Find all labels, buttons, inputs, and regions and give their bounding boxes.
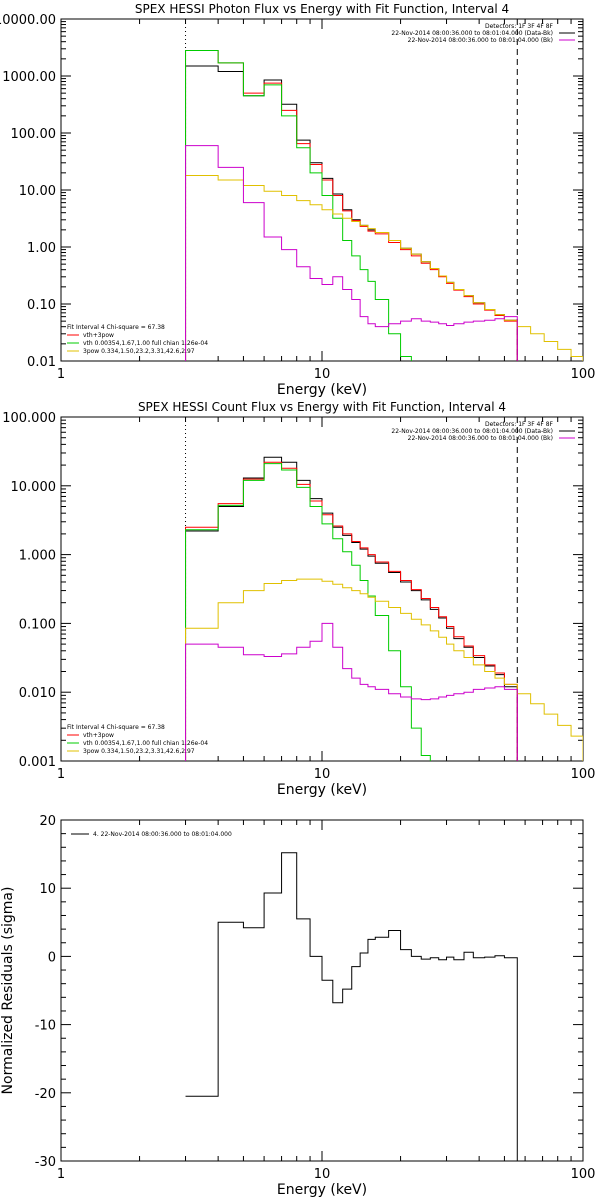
count-chart: SPEX HESSI Count Flux vs Energy with Fit… bbox=[2, 400, 595, 798]
count-xtick-label: 100 bbox=[571, 767, 596, 782]
count-ytick-label: 0.100 bbox=[19, 617, 56, 632]
count-ytick-label: 0.010 bbox=[19, 686, 56, 701]
residual-ytick-label: 0 bbox=[48, 950, 56, 965]
photon-ytick-label: 100.00 bbox=[11, 127, 57, 142]
photon-legend-tr-text: 22-Nov-2014 08:00:36.000 to 08:01:04.000… bbox=[391, 30, 553, 37]
residual-xtick-label: 10 bbox=[314, 1167, 331, 1182]
count-legend-bl-text: vth+3pow bbox=[83, 732, 114, 739]
residual-series-residual bbox=[185, 852, 518, 1161]
residual-xtick-label: 100 bbox=[571, 1167, 596, 1182]
count-legend-tr-text: Detectors: 1F 3F 4F 8F bbox=[485, 421, 554, 428]
photon-ytick-label: 1.00 bbox=[27, 241, 56, 256]
photon-xtick-label: 100 bbox=[571, 367, 596, 382]
count-legend-tr-text: 22-Nov-2014 08:00:36.000 to 08:01:04.000… bbox=[408, 435, 553, 442]
residual-ytick-label: 20 bbox=[39, 814, 56, 829]
residual-ytick-label: -30 bbox=[35, 1155, 56, 1170]
photon-title: SPEX HESSI Photon Flux vs Energy with Fi… bbox=[135, 2, 509, 16]
count-series-vth-3pow bbox=[185, 461, 518, 761]
residual-xlabel: Energy (keV) bbox=[277, 1182, 367, 1198]
residual-ytick-label: -20 bbox=[35, 1087, 56, 1102]
photon-ytick-label: 10.00 bbox=[19, 184, 56, 199]
count-ytick-label: 100.000 bbox=[2, 411, 56, 426]
photon-ytick-label: 0.01 bbox=[27, 355, 56, 370]
photon-series-vth bbox=[185, 50, 412, 361]
residual-chart: 1 10 100 Energy (keV) -30 -20 -10 0 10 20 Normaliz… bbox=[0, 814, 595, 1198]
count-legend-bl-text: 3pow 0.334,1.50,23.2,3.31,42.6,2.97 bbox=[83, 748, 195, 755]
photon-legend-bl-text: vth 0.00354,1.67,1.00 full chian 1.26e-0… bbox=[83, 340, 208, 347]
photon-chart: SPEX HESSI Photon Flux vs Energy with Fi… bbox=[0, 2, 595, 398]
count-ytick-label: 1.000 bbox=[19, 549, 56, 564]
photon-legend-bl-text: vth+3pow bbox=[83, 332, 114, 339]
count-axes-box bbox=[60, 416, 584, 762]
photon-xtick-label: 1 bbox=[57, 367, 65, 382]
count-title: SPEX HESSI Count Flux vs Energy with Fit… bbox=[138, 400, 506, 414]
photon-ytick-label: 10000.00 bbox=[0, 13, 56, 28]
photon-series-3pow bbox=[185, 174, 583, 361]
count-ytick-label: 10.000 bbox=[11, 480, 57, 495]
count-xlabel: Energy (keV) bbox=[277, 782, 367, 798]
photon-legend-tr-text: Detectors: 1F 3F 4F 8F bbox=[485, 23, 554, 30]
residual-xtick-label: 1 bbox=[57, 1167, 65, 1182]
residual-ytick-label: 10 bbox=[39, 882, 56, 897]
residual-ylabel: Normalized Residuals (sigma) bbox=[0, 887, 16, 1095]
residual-legend-tl-text: 4. 22-Nov-2014 08:00:36.000 to 08:01:04.… bbox=[93, 831, 232, 838]
count-series-group bbox=[185, 456, 583, 761]
residual-axes-box bbox=[60, 819, 584, 1162]
count-xtick-label: 1 bbox=[57, 767, 65, 782]
residual-series-group bbox=[185, 852, 518, 1161]
photon-series-group bbox=[185, 50, 583, 361]
photon-ytick-label: 0.10 bbox=[27, 298, 56, 313]
count-series-data-bk bbox=[185, 456, 518, 761]
count-xtick-label: 10 bbox=[314, 767, 331, 782]
photon-xlabel: Energy (keV) bbox=[277, 382, 367, 398]
photon-legend-bl-text: Fit Interval 4 Chi-square = 67.38 bbox=[67, 324, 165, 331]
photon-series-bk bbox=[185, 145, 518, 361]
count-legend-tr-text: 22-Nov-2014 08:00:36.000 to 08:01:04.000… bbox=[391, 428, 553, 435]
count-series-bk bbox=[185, 622, 518, 761]
photon-xtick-label: 10 bbox=[314, 367, 331, 382]
count-ytick-label: 0.001 bbox=[19, 755, 56, 770]
count-series-vth bbox=[185, 463, 431, 761]
photon-legend-bl-text: 3pow 0.334,1.50,23.2,3.31,42.6,2.97 bbox=[83, 348, 195, 355]
count-series-3pow bbox=[185, 578, 583, 761]
photon-series-vth-3pow bbox=[185, 50, 518, 361]
photon-ytick-label: 1000.00 bbox=[2, 70, 56, 85]
count-legend-bl-text: vth 0.00354,1.67,1.00 full chian 1.26e-0… bbox=[83, 740, 208, 747]
residual-ytick-label: -10 bbox=[35, 1019, 56, 1034]
photon-legend-tr-text: 22-Nov-2014 08:00:36.000 to 08:01:04.000… bbox=[408, 37, 553, 44]
count-legend-bl-text: Fit Interval 4 Chi-square = 67.38 bbox=[67, 724, 165, 731]
